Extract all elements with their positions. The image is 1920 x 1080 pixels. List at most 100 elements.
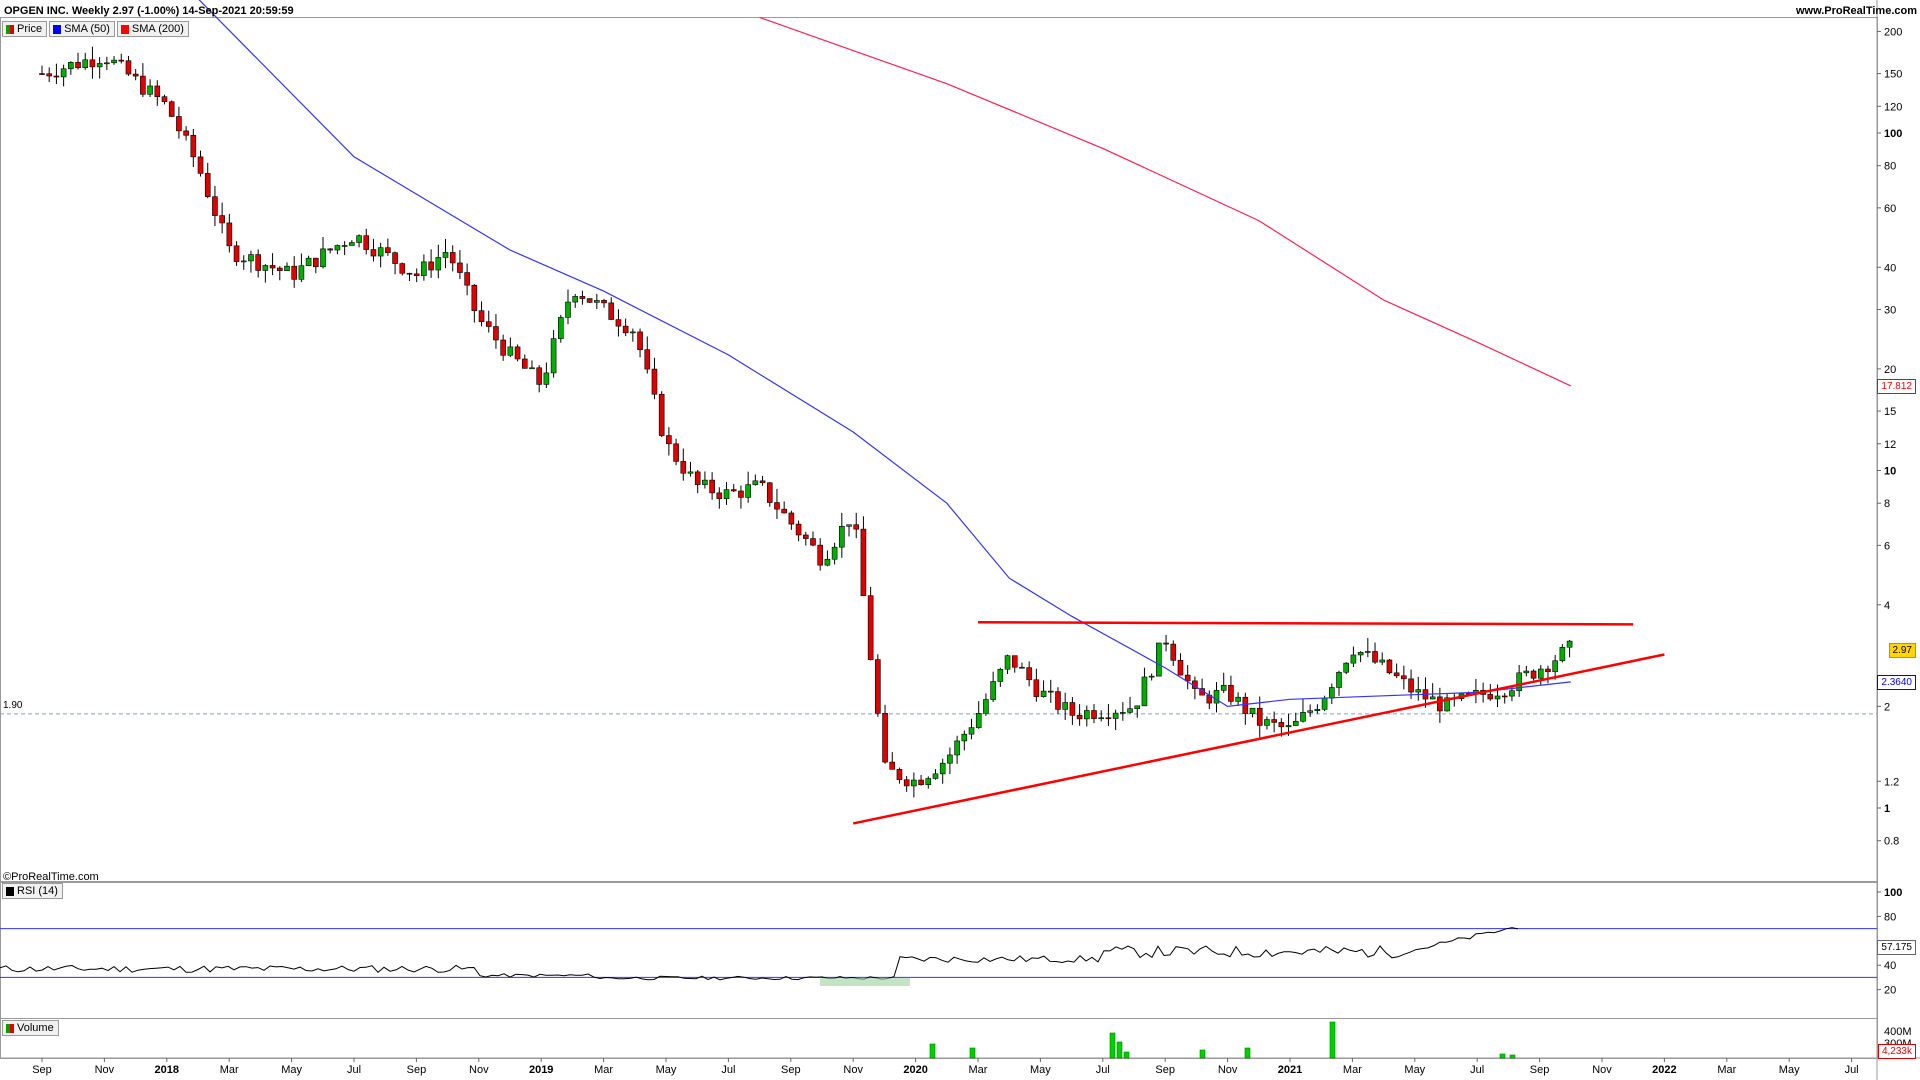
volume-bar bbox=[1329, 1021, 1336, 1059]
candle-body bbox=[730, 489, 737, 492]
time-tick-label: Jul bbox=[1096, 1064, 1110, 1076]
legend-item-sma200[interactable]: SMA (200) bbox=[116, 21, 189, 37]
candle-body bbox=[1437, 696, 1443, 712]
candle-body bbox=[1055, 691, 1061, 710]
candle-body bbox=[125, 60, 132, 75]
candle-body bbox=[255, 254, 261, 271]
price-tick-label: 30 bbox=[1884, 304, 1896, 316]
candle-body bbox=[428, 261, 434, 271]
candle-body bbox=[1408, 678, 1414, 693]
price-tick-label: 60 bbox=[1884, 203, 1896, 215]
volume-panel-label[interactable]: Volume bbox=[2, 1020, 59, 1036]
candle-body bbox=[932, 773, 939, 779]
candle-body bbox=[276, 267, 283, 271]
candle-body bbox=[514, 346, 521, 360]
rsi-panel-label[interactable]: RSI (14) bbox=[2, 883, 63, 899]
volume-bar bbox=[1244, 1047, 1251, 1059]
candle-body bbox=[1127, 708, 1133, 713]
candle-body bbox=[1098, 717, 1105, 720]
candle-body bbox=[313, 257, 319, 268]
candle-body bbox=[1184, 674, 1191, 682]
time-tick-label: Sep bbox=[1155, 1064, 1175, 1076]
legend-item-sma50[interactable]: SMA (50) bbox=[49, 21, 115, 37]
time-tick-label: Jul bbox=[721, 1064, 735, 1076]
candle-body bbox=[1328, 687, 1335, 699]
price-tick-label: 40 bbox=[1884, 262, 1896, 274]
candle-body bbox=[781, 508, 787, 514]
candle-body bbox=[1523, 670, 1530, 674]
candle-body bbox=[983, 699, 989, 714]
candle-body bbox=[96, 63, 103, 68]
candle-body bbox=[190, 134, 197, 158]
candle-body bbox=[140, 75, 146, 95]
last-price-tag: 2.97 bbox=[1888, 643, 1916, 658]
candle-body bbox=[46, 73, 53, 77]
candle-body bbox=[1393, 672, 1400, 677]
candle-body bbox=[1170, 643, 1177, 661]
candle-body bbox=[586, 298, 593, 303]
candle-body bbox=[968, 727, 975, 735]
candle-body bbox=[75, 62, 81, 69]
time-tick-label: Sep bbox=[407, 1064, 427, 1076]
time-tick-label: May bbox=[656, 1064, 677, 1076]
candle-body bbox=[911, 779, 917, 787]
candle-body bbox=[392, 252, 398, 264]
time-tick-label: Sep bbox=[32, 1064, 52, 1076]
candle-body bbox=[1112, 712, 1119, 719]
candle-body bbox=[608, 302, 615, 320]
candle-body bbox=[248, 254, 254, 262]
candle-body bbox=[262, 265, 269, 271]
candle-body bbox=[1365, 651, 1371, 653]
candle-body bbox=[680, 461, 687, 474]
candle-body bbox=[1019, 666, 1025, 669]
candle-body bbox=[889, 761, 896, 770]
candle-body bbox=[1026, 667, 1032, 681]
candle-body bbox=[795, 523, 802, 536]
candle-body bbox=[637, 331, 643, 350]
legend-label: SMA (200) bbox=[131, 23, 184, 35]
candle-body bbox=[1249, 707, 1256, 714]
candle-body bbox=[82, 59, 89, 69]
candle-body bbox=[565, 301, 571, 318]
candle-body bbox=[622, 325, 629, 334]
candle-body bbox=[183, 130, 189, 136]
candle-body bbox=[867, 595, 874, 660]
candle-body bbox=[896, 769, 903, 781]
rsi-line bbox=[0, 927, 1519, 981]
candle-body bbox=[1292, 720, 1299, 726]
price-tick-label: 100 bbox=[1884, 128, 1902, 140]
price-tick-label: 1.2 bbox=[1884, 776, 1899, 788]
site-url[interactable]: www.ProRealTime.com bbox=[1795, 5, 1917, 17]
candle-body bbox=[860, 528, 867, 596]
candle-body bbox=[1271, 719, 1277, 723]
time-tick-label: May bbox=[281, 1064, 302, 1076]
candle-body bbox=[104, 62, 110, 65]
candle-body bbox=[1509, 690, 1515, 697]
sma50-line bbox=[198, 0, 1571, 708]
rsi-oversold-fill bbox=[820, 978, 910, 986]
candle-body bbox=[226, 222, 233, 247]
candle-body bbox=[594, 300, 600, 303]
candle-body bbox=[1084, 710, 1090, 720]
candle-body bbox=[673, 443, 679, 462]
time-tick-label: May bbox=[1404, 1064, 1425, 1076]
candle-body bbox=[471, 284, 478, 311]
price-tick-label: 6 bbox=[1884, 540, 1890, 552]
candle-body bbox=[1321, 697, 1328, 710]
candle-body bbox=[709, 479, 715, 494]
candle-body bbox=[349, 242, 355, 246]
candle-body bbox=[1372, 651, 1378, 663]
candle-body bbox=[1285, 725, 1292, 728]
candle-body bbox=[341, 245, 348, 247]
volume-bar bbox=[1109, 1032, 1116, 1059]
candle-body bbox=[853, 524, 860, 530]
price-tick-label: 4 bbox=[1884, 600, 1890, 612]
candle-body bbox=[1545, 668, 1551, 673]
legend-item-price[interactable]: Price bbox=[2, 21, 48, 37]
candle-body bbox=[305, 257, 312, 267]
candle-body bbox=[1177, 660, 1184, 676]
resistance-trendline bbox=[977, 621, 1634, 626]
candle-body bbox=[154, 85, 161, 97]
candle-body bbox=[1069, 702, 1076, 716]
